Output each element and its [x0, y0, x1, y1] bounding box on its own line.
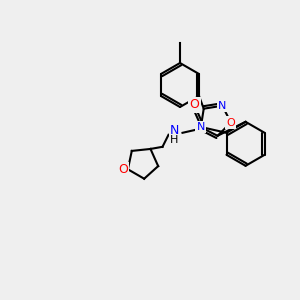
Text: O: O [226, 118, 235, 128]
Text: H: H [170, 135, 179, 145]
Text: O: O [190, 98, 200, 111]
Text: N: N [170, 124, 179, 137]
Text: N: N [196, 122, 205, 132]
Text: O: O [118, 163, 128, 176]
Text: N: N [218, 101, 226, 111]
